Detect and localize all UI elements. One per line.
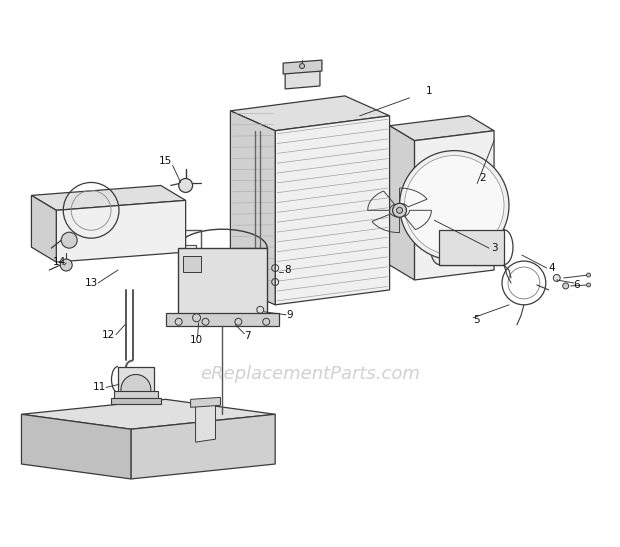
- Text: 6: 6: [574, 280, 580, 290]
- Text: eReplacementParts.com: eReplacementParts.com: [200, 365, 420, 383]
- Circle shape: [404, 155, 504, 255]
- Polygon shape: [275, 116, 389, 305]
- Text: 13: 13: [84, 278, 98, 288]
- Polygon shape: [190, 397, 221, 408]
- Polygon shape: [440, 230, 504, 265]
- Text: 4: 4: [549, 263, 555, 273]
- Circle shape: [202, 318, 209, 325]
- Circle shape: [563, 283, 569, 289]
- Circle shape: [121, 375, 151, 404]
- Circle shape: [399, 150, 509, 260]
- Polygon shape: [231, 111, 275, 305]
- Polygon shape: [56, 200, 185, 262]
- Polygon shape: [114, 392, 157, 400]
- Polygon shape: [32, 195, 56, 262]
- Polygon shape: [414, 131, 494, 280]
- Polygon shape: [285, 68, 320, 89]
- Text: 10: 10: [190, 335, 203, 345]
- Polygon shape: [111, 398, 161, 404]
- Circle shape: [587, 273, 591, 277]
- Polygon shape: [283, 60, 322, 74]
- Circle shape: [179, 178, 193, 193]
- Circle shape: [175, 318, 182, 325]
- Circle shape: [235, 318, 242, 325]
- Polygon shape: [389, 116, 494, 141]
- Polygon shape: [32, 185, 185, 211]
- Text: 1: 1: [426, 86, 433, 96]
- Circle shape: [263, 318, 270, 325]
- Polygon shape: [231, 96, 389, 131]
- Circle shape: [392, 203, 407, 217]
- Polygon shape: [22, 414, 131, 479]
- Polygon shape: [131, 414, 275, 479]
- Circle shape: [397, 207, 402, 213]
- Text: 14: 14: [53, 257, 66, 267]
- Polygon shape: [195, 401, 216, 442]
- Circle shape: [587, 283, 591, 287]
- Circle shape: [61, 232, 77, 248]
- Circle shape: [299, 63, 304, 68]
- Text: 15: 15: [159, 155, 172, 166]
- Polygon shape: [389, 126, 414, 280]
- Text: 9: 9: [287, 310, 293, 320]
- Text: 3: 3: [491, 243, 497, 253]
- Text: 8: 8: [284, 265, 290, 275]
- Polygon shape: [22, 399, 275, 429]
- Polygon shape: [178, 248, 267, 315]
- Text: 2: 2: [479, 173, 485, 183]
- Circle shape: [193, 314, 200, 322]
- Text: 5: 5: [473, 315, 479, 325]
- Text: 12: 12: [102, 330, 115, 340]
- Circle shape: [553, 275, 560, 282]
- Polygon shape: [183, 256, 200, 272]
- Text: 7: 7: [244, 331, 250, 341]
- Circle shape: [60, 259, 72, 271]
- Polygon shape: [166, 313, 279, 325]
- Text: 11: 11: [92, 382, 105, 392]
- Polygon shape: [118, 366, 154, 392]
